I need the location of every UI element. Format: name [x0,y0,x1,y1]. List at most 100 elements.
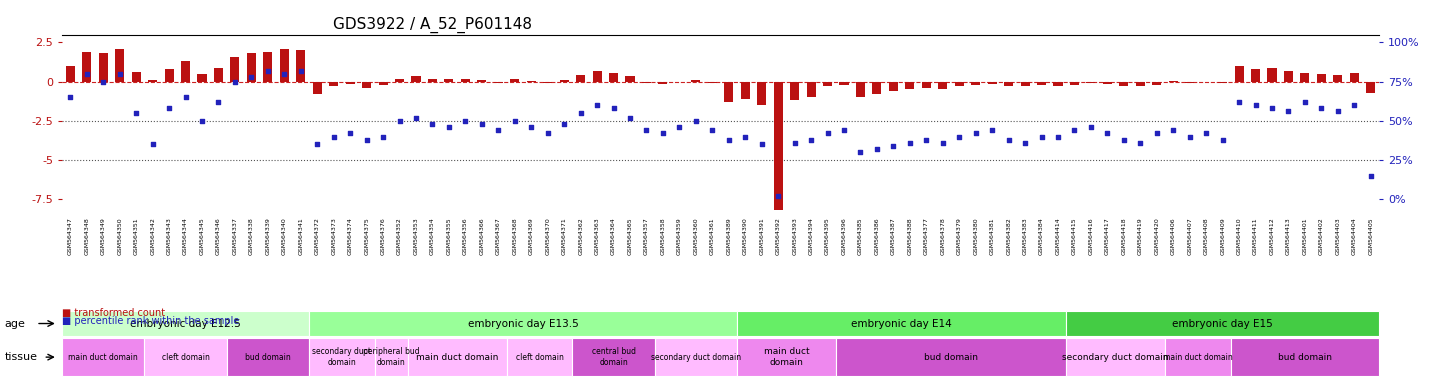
Text: GSM564393: GSM564393 [793,217,797,255]
Point [536,130,559,136]
Point [256,68,279,74]
Bar [149,80,157,82]
Text: GSM564376: GSM564376 [381,217,386,255]
Text: peripheral bud
domain: peripheral bud domain [362,348,420,367]
Bar [231,56,240,82]
Bar [165,69,173,82]
Text: GSM564352: GSM564352 [397,217,401,255]
Point [142,141,165,147]
Point [882,143,905,149]
Point [915,137,939,143]
Point [931,140,954,146]
Bar [774,82,783,210]
Bar [1366,82,1375,93]
Text: GSM564411: GSM564411 [1253,217,1258,255]
Point [569,110,592,116]
Bar [790,82,799,101]
Text: GSM564385: GSM564385 [858,217,864,255]
Bar [921,82,931,88]
Text: GSM564381: GSM564381 [989,217,995,255]
Text: GSM564407: GSM564407 [1187,217,1193,255]
Text: GSM564403: GSM564403 [1336,217,1340,255]
Bar [1004,82,1014,86]
Bar [1168,81,1178,82]
Bar [1186,82,1194,83]
Point [800,137,823,143]
Text: GSM564367: GSM564367 [495,217,501,255]
Bar [1251,69,1261,82]
Text: GSM564351: GSM564351 [134,217,139,255]
Point [404,115,427,121]
Text: GSM564361: GSM564361 [710,217,715,255]
Text: GSM564406: GSM564406 [1171,217,1175,255]
Text: bud domain: bud domain [924,353,978,362]
Point [832,127,855,133]
Bar [1136,82,1145,86]
Text: GSM564404: GSM564404 [1352,217,1357,255]
Bar [362,82,371,88]
Point [75,71,98,77]
Text: GSM564365: GSM564365 [628,217,632,255]
Point [355,137,378,143]
Point [487,127,510,133]
Bar [725,82,734,102]
Text: embryonic day E12.5: embryonic day E12.5 [130,318,241,329]
Text: GSM564382: GSM564382 [1006,217,1011,255]
Point [684,118,708,124]
Text: GSM564416: GSM564416 [1089,217,1093,255]
Bar [1086,82,1096,83]
Bar [247,53,256,82]
Point [1129,140,1152,146]
Point [471,121,494,127]
Text: GSM564364: GSM564364 [611,217,617,255]
Text: GSM564358: GSM564358 [660,217,666,255]
Text: cleft domain: cleft domain [516,353,563,362]
Bar [478,80,487,82]
Bar [954,82,963,86]
Point [1212,137,1235,143]
Text: GSM564371: GSM564371 [562,217,566,255]
Bar [625,76,634,82]
Point [338,130,361,136]
Point [108,71,131,77]
Bar [1119,82,1128,86]
Bar [445,79,453,82]
Text: GSM564386: GSM564386 [875,217,879,255]
Bar [1070,82,1079,85]
Bar [856,82,865,97]
Point [240,74,263,80]
Point [667,124,692,130]
Bar [839,82,849,85]
Point [206,99,230,105]
Bar [180,61,191,82]
Point [1194,130,1217,136]
Point [371,134,394,140]
Point [1294,99,1317,105]
Bar [823,82,832,86]
Bar [1103,82,1112,84]
Text: GSM564389: GSM564389 [726,217,731,255]
Text: GSM564342: GSM564342 [150,217,155,255]
Text: main duct
domain: main duct domain [764,348,809,367]
Bar [988,82,996,84]
Text: GSM564359: GSM564359 [677,217,682,255]
Point [191,118,214,124]
Point [1359,173,1382,179]
Point [173,94,196,100]
Text: main duct domain: main duct domain [68,353,139,362]
Point [59,94,82,100]
Text: GSM564413: GSM564413 [1287,217,1291,255]
Point [965,130,988,136]
Bar [82,52,91,82]
Text: GSM564338: GSM564338 [248,217,254,255]
Point [1063,127,1086,133]
Text: embryonic day E13.5: embryonic day E13.5 [468,318,579,329]
Text: GSM564383: GSM564383 [1022,217,1028,255]
Text: GSM564394: GSM564394 [809,217,813,255]
Text: GSM564360: GSM564360 [693,217,699,255]
Bar [98,53,108,82]
Bar [674,82,684,83]
Text: main duct domain: main duct domain [416,353,498,362]
Text: secondary duct domain: secondary duct domain [1063,353,1170,362]
Bar [198,74,206,82]
